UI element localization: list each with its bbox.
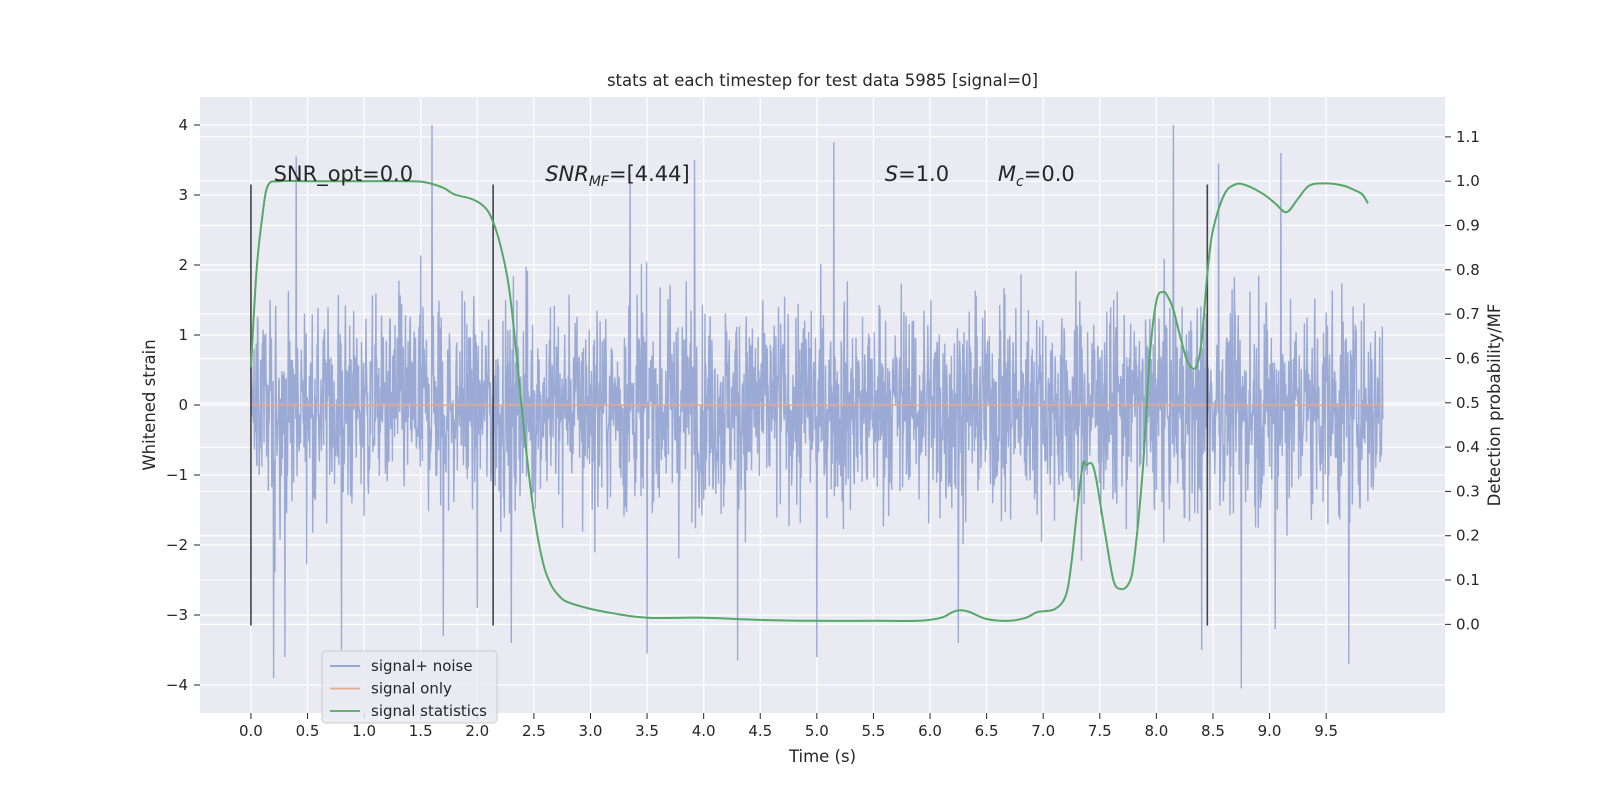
- x-tick-label: 5.5: [862, 722, 886, 740]
- y-tick-label: −3: [166, 606, 188, 624]
- x-tick-label: 9.5: [1314, 722, 1338, 740]
- y-tick-label: 3: [178, 186, 188, 204]
- legend-entry: signal only: [371, 680, 452, 698]
- annotation-s-value: S=1.0: [885, 162, 949, 186]
- x-tick-label: 8.0: [1144, 722, 1168, 740]
- annotation-snr-opt: SNR_opt=0.0: [274, 162, 414, 187]
- x-tick-label: 1.0: [352, 722, 376, 740]
- y-tick-label: 1: [178, 326, 188, 344]
- x-tick-label: 3.5: [635, 722, 659, 740]
- y2-axis-label: Detection probability/MF: [1485, 304, 1504, 507]
- x-tick-label: 0.5: [296, 722, 320, 740]
- x-tick-label: 1.5: [409, 722, 433, 740]
- x-tick-label: 8.5: [1201, 722, 1225, 740]
- x-tick-label: 2.0: [465, 722, 489, 740]
- y2-tick-label: 0.6: [1456, 349, 1480, 367]
- legend-entry: signal statistics: [371, 702, 487, 720]
- y-tick-label: 4: [178, 116, 188, 134]
- annotation-mc-value: Mc=0.0: [998, 162, 1075, 190]
- signal-noise-series: [250, 124, 1384, 689]
- y2-tick-label: 1.1: [1456, 128, 1480, 146]
- y2-tick-label: 0.4: [1456, 438, 1480, 456]
- y2-tick-label: 0.8: [1456, 261, 1480, 279]
- y2-tick-label: 0.3: [1456, 482, 1480, 500]
- annotations: SNR_opt=0.0 SNRMF=[4.44] S=1.0 Mc=0.0: [274, 162, 1075, 190]
- x-tick-label: 0.0: [239, 722, 263, 740]
- y-axis-label: Whitened strain: [140, 339, 159, 470]
- y2-tick-label: 0.7: [1456, 305, 1480, 323]
- x-axis-label: Time (s): [788, 747, 856, 766]
- x-tick-label: 9.0: [1258, 722, 1282, 740]
- y2-tick-label: 0.9: [1456, 217, 1480, 235]
- x-tick-label: 7.5: [1088, 722, 1112, 740]
- y2-tick-label: 0.5: [1456, 394, 1480, 412]
- x-tick-label: 7.0: [1031, 722, 1055, 740]
- vertical-markers: [250, 184, 1209, 626]
- y2-tick-label: 0.1: [1456, 571, 1480, 589]
- x-tick-label: 3.0: [579, 722, 603, 740]
- x-tick-label: 6.0: [918, 722, 942, 740]
- y-tick-label: −1: [166, 466, 188, 484]
- chart-title: stats at each timestep for test data 598…: [607, 71, 1038, 90]
- x-tick-label: 5.0: [805, 722, 829, 740]
- y-tick-label: −2: [166, 536, 188, 554]
- legend-entry: signal+ noise: [371, 657, 473, 675]
- y-tick-label: −4: [166, 676, 188, 694]
- y2-tick-label: 1.0: [1456, 172, 1480, 190]
- x-tick-label: 6.5: [975, 722, 999, 740]
- legend-box: [321, 650, 498, 724]
- y-tick-label: 0: [178, 396, 188, 414]
- signal-statistics-series: [249, 179, 1369, 623]
- x-tick-label: 4.5: [748, 722, 772, 740]
- x-tick-label: 4.0: [692, 722, 716, 740]
- axis-ticks: 0.0 0.5 1.0 1.5 2.0 2.5 3.0 3.5 4.0 4.5 5.0 5.5 6.0 6…: [166, 116, 1480, 740]
- annotation-snr-mf: SNRMF=[4.44]: [545, 162, 690, 190]
- y2-tick-label: 0.2: [1456, 527, 1480, 545]
- x-tick-label: 2.5: [522, 722, 546, 740]
- legend: signal+ noise signal only signal statistic…: [321, 650, 498, 724]
- signal-statistics-line: [249, 179, 1369, 623]
- y2-tick-label: 0.0: [1456, 615, 1480, 633]
- signal-noise-line: [250, 124, 1384, 689]
- y-tick-label: 2: [178, 256, 188, 274]
